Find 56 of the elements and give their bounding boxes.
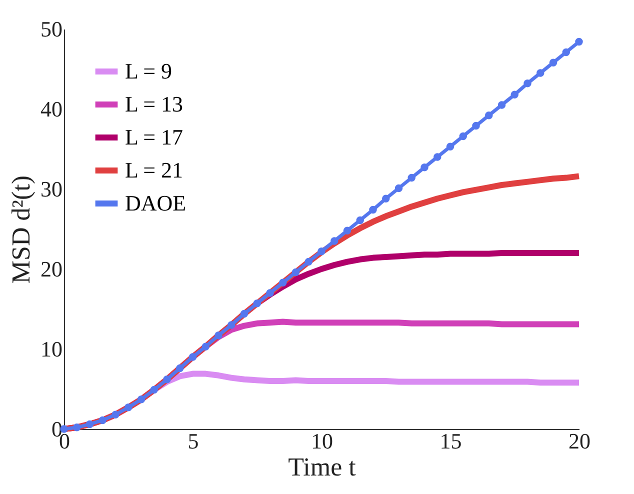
point bbox=[150, 386, 158, 394]
point bbox=[188, 353, 197, 361]
legend-label: L = 21 bbox=[125, 158, 184, 182]
x-axis-title: Time t bbox=[288, 452, 357, 482]
x-tick-label: 10 bbox=[311, 428, 333, 454]
y-tick-label: 30 bbox=[40, 176, 62, 202]
x-tick-label: 15 bbox=[440, 428, 462, 454]
point bbox=[279, 278, 287, 286]
point bbox=[356, 216, 364, 224]
point bbox=[240, 310, 248, 318]
point bbox=[524, 80, 532, 88]
point bbox=[472, 122, 480, 130]
legend-label: DAOE bbox=[125, 190, 186, 216]
point bbox=[459, 132, 467, 140]
point bbox=[292, 268, 300, 276]
x-tick-label: 5 bbox=[188, 428, 199, 454]
point bbox=[202, 342, 210, 350]
point bbox=[330, 237, 338, 245]
point bbox=[485, 112, 493, 120]
point bbox=[86, 420, 94, 428]
point bbox=[420, 164, 428, 172]
x-tick-label: 20 bbox=[568, 428, 590, 454]
legend-label: L = 9 bbox=[125, 58, 172, 84]
point bbox=[214, 332, 222, 340]
point bbox=[253, 300, 261, 308]
point bbox=[549, 58, 558, 66]
point bbox=[575, 38, 583, 46]
y-tick-label: 10 bbox=[40, 336, 62, 362]
legend-label: L = 13 bbox=[125, 92, 184, 116]
point bbox=[562, 48, 570, 56]
y-axis-title: MSD d²(t) bbox=[6, 175, 36, 284]
point bbox=[382, 194, 390, 202]
point bbox=[137, 396, 146, 404]
point bbox=[343, 226, 352, 234]
point bbox=[304, 258, 312, 266]
point bbox=[98, 416, 106, 424]
point bbox=[163, 376, 171, 384]
legend-label: L = 17 bbox=[125, 124, 184, 150]
y-tick-label: 40 bbox=[40, 96, 62, 122]
point bbox=[394, 184, 403, 192]
point bbox=[176, 364, 184, 372]
point bbox=[434, 153, 442, 161]
point bbox=[112, 410, 120, 418]
point bbox=[408, 174, 416, 182]
point bbox=[73, 424, 81, 432]
point bbox=[369, 206, 377, 214]
point bbox=[510, 90, 518, 98]
point bbox=[124, 404, 132, 412]
point bbox=[536, 69, 544, 77]
point bbox=[266, 289, 274, 297]
point bbox=[318, 248, 326, 256]
point bbox=[446, 142, 454, 150]
point bbox=[228, 321, 236, 329]
y-tick-label: 20 bbox=[40, 256, 62, 282]
y-tick-label: 50 bbox=[40, 16, 62, 42]
point bbox=[498, 101, 506, 109]
